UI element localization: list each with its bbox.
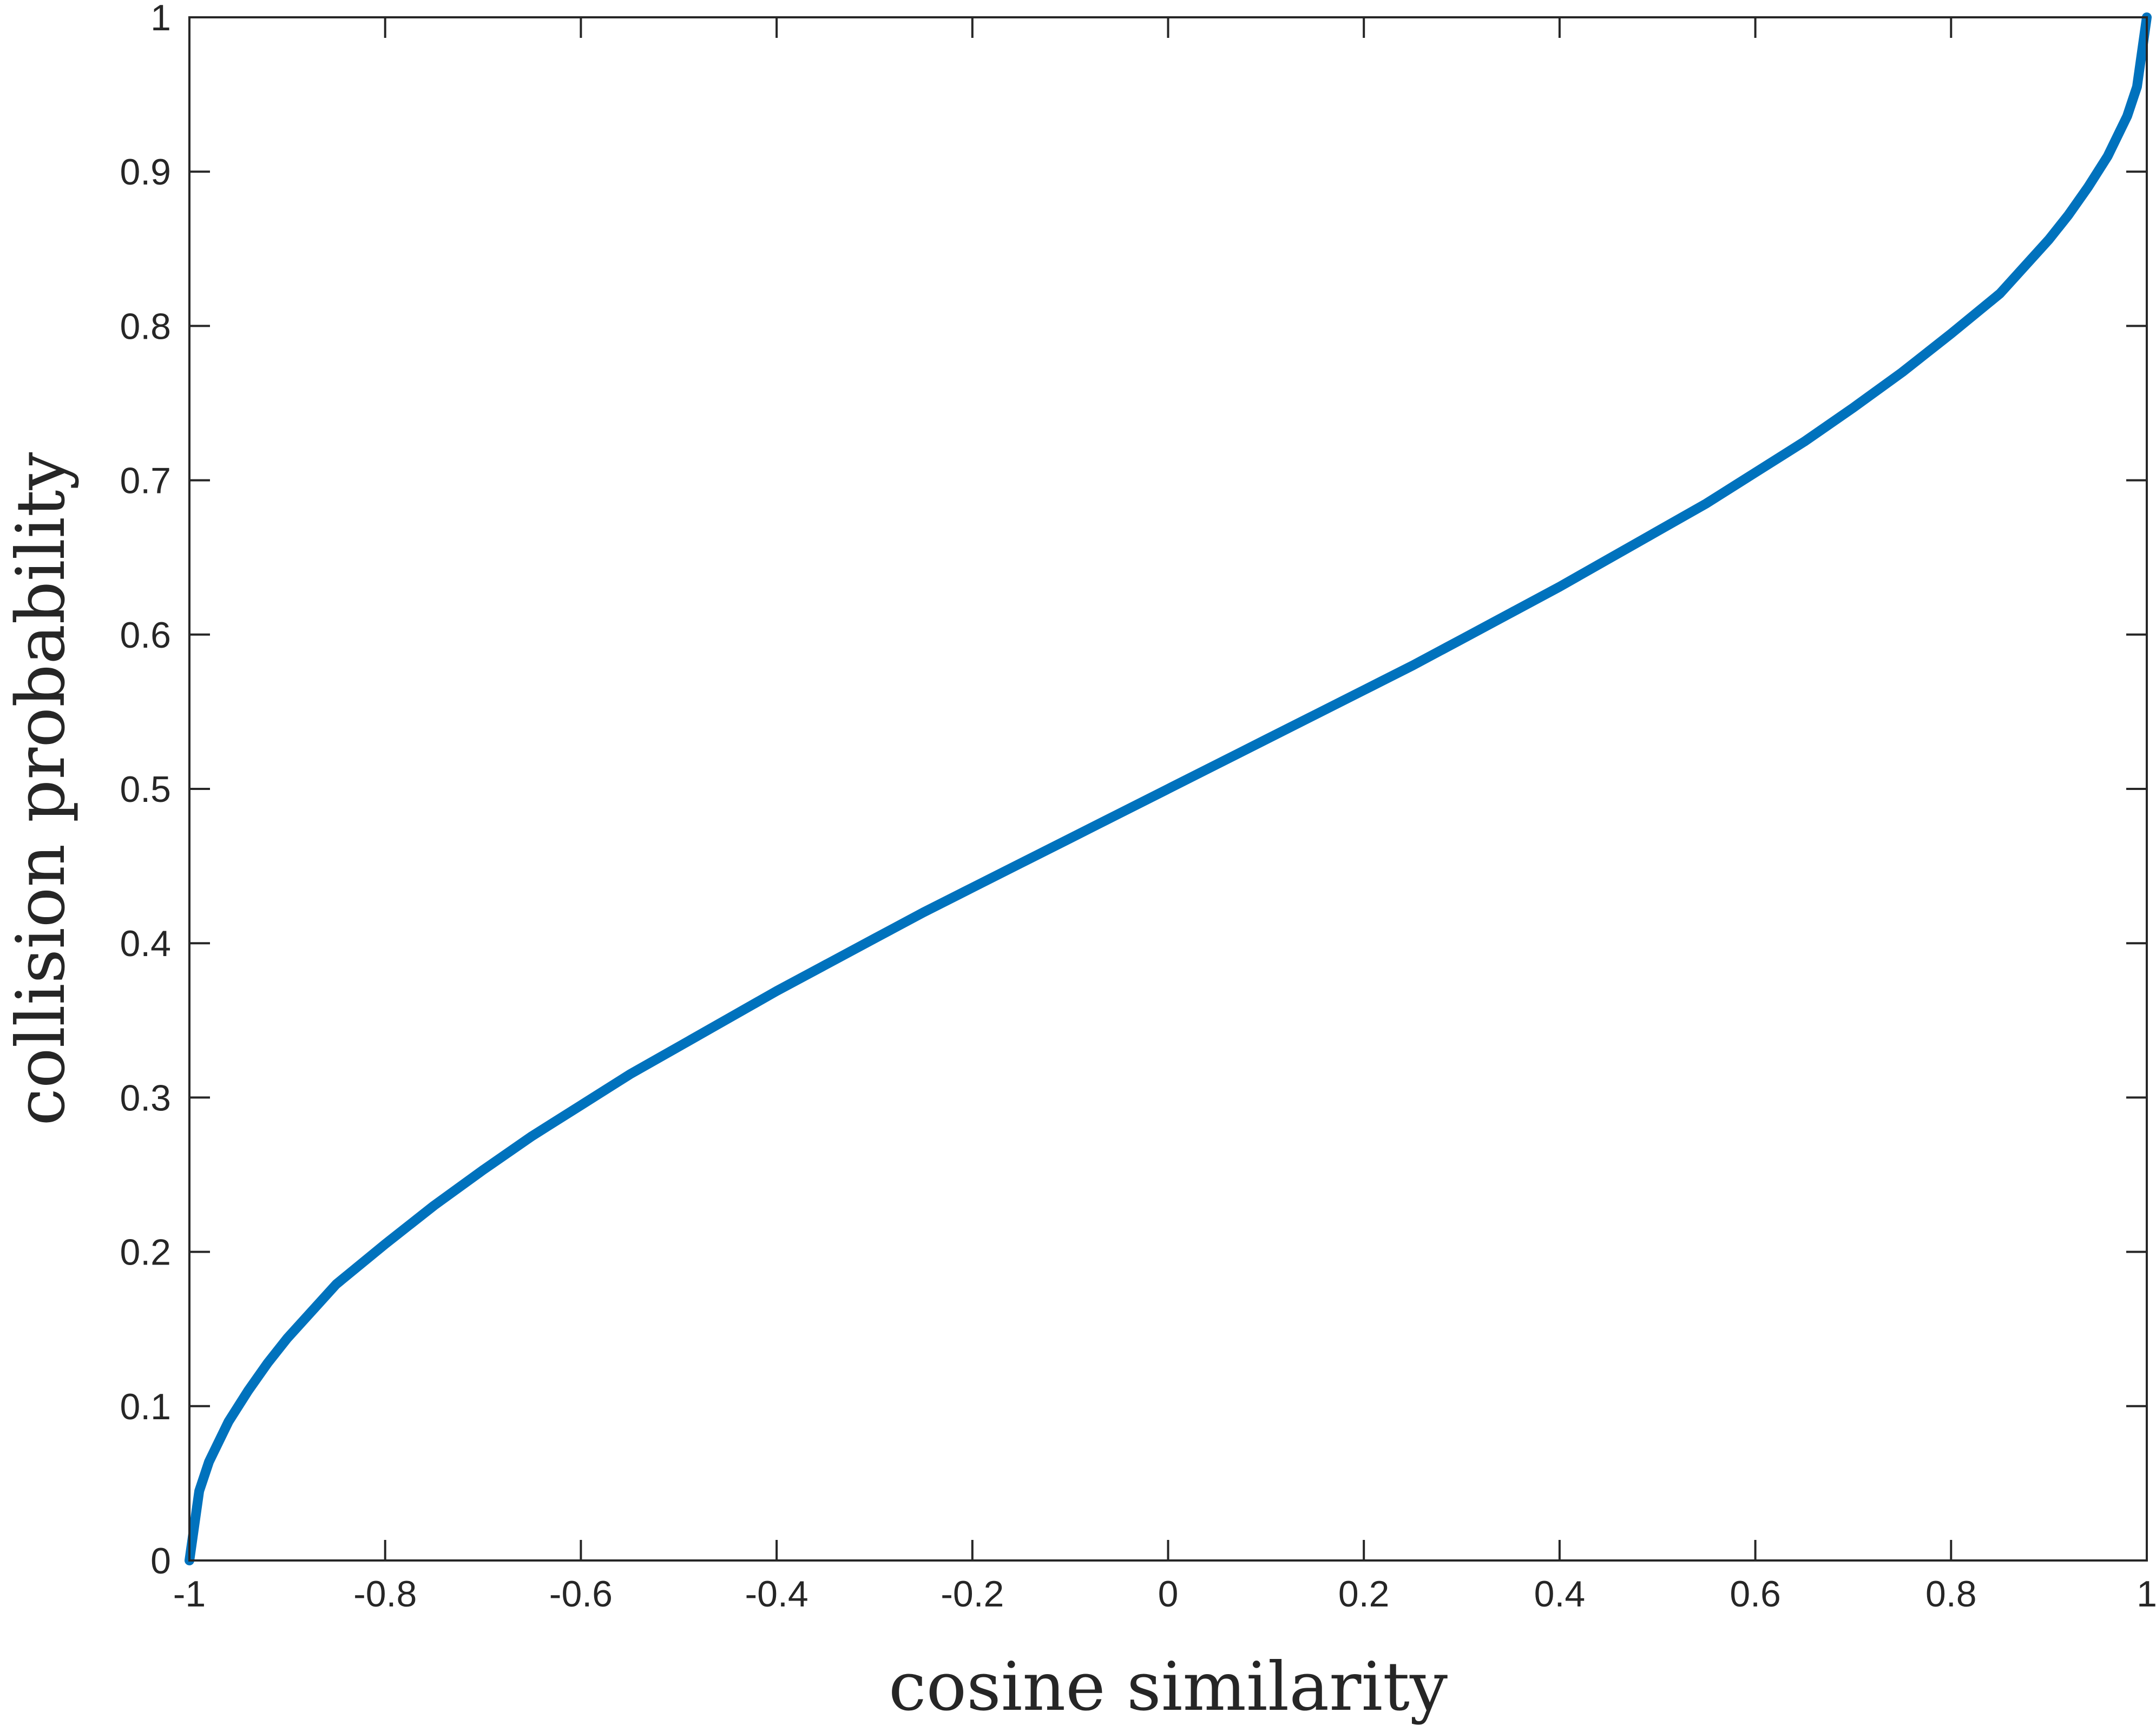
x-tick-label: 0.6 [1730,1573,1781,1615]
x-tick-label: 0 [1158,1573,1179,1615]
x-tick-label: -0.6 [549,1573,613,1615]
x-tick-label: -0.2 [941,1573,1004,1615]
y-tick-label: 0.5 [120,769,171,810]
y-tick-label: 0.9 [120,152,171,193]
x-tick-label: 0.2 [1338,1573,1390,1615]
y-axis-title: collision probability [2,452,80,1125]
y-tick-label: 1 [150,0,171,38]
series-line [185,12,2152,1565]
tick-labels-layer: -1 -0.8 -0.6 -0.4 -0.2 0 0.2 0.4 0.6 0.8 1 0 0.1 0.2 0… [120,0,2156,1615]
x-tick-label: 1 [2137,1573,2156,1615]
x-tick-label: 0.4 [1534,1573,1586,1615]
x-tick-label: 0.8 [1925,1573,1977,1615]
y-tick-label: 0.2 [120,1232,171,1273]
y-tick-label: 0.4 [120,923,171,964]
y-tick-label: 0.6 [120,615,171,656]
y-tick-label: 0.1 [120,1386,171,1427]
y-tick-label: 0.7 [120,460,171,502]
series-layer [185,12,2152,1565]
x-tick-label: -1 [173,1573,206,1615]
x-tick-label: -0.8 [353,1573,417,1615]
y-tick-label: 0.8 [120,306,171,347]
y-tick-label: 0 [150,1540,171,1582]
x-axis-title: cosine similarity [889,1648,1448,1726]
x-tick-label: -0.4 [745,1573,808,1615]
plot-frame [188,16,2148,1562]
y-tick-label: 0.3 [120,1077,171,1118]
